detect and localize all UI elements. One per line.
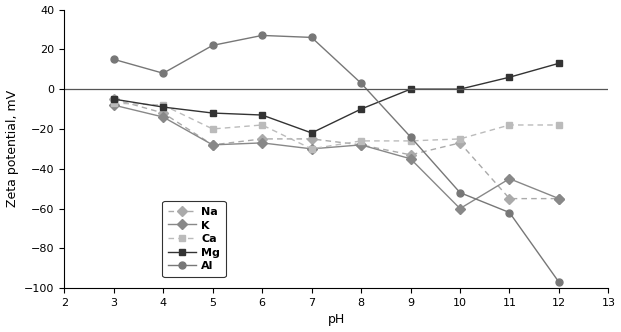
Na [258, 137, 266, 141]
Ca [456, 137, 464, 141]
Na [555, 197, 563, 201]
Mg [357, 107, 365, 111]
K [258, 141, 266, 145]
Ca [505, 123, 513, 127]
K [555, 197, 563, 201]
Al [357, 81, 365, 85]
Mg [160, 105, 167, 109]
Mg [258, 113, 266, 117]
Ca [110, 101, 117, 105]
Line: K: K [110, 102, 563, 212]
K [160, 115, 167, 119]
Ca [308, 147, 315, 151]
Mg [505, 75, 513, 79]
Line: Mg: Mg [110, 60, 563, 136]
Ca [555, 123, 563, 127]
Mg [555, 61, 563, 65]
K [357, 143, 365, 147]
Y-axis label: Zeta potential, mV: Zeta potential, mV [6, 90, 19, 208]
Al [258, 34, 266, 38]
Line: Na: Na [110, 96, 563, 202]
Ca [209, 127, 216, 131]
Mg [110, 97, 117, 101]
Line: Al: Al [110, 32, 563, 286]
Na [505, 197, 513, 201]
K [308, 147, 315, 151]
X-axis label: pH: pH [328, 313, 345, 326]
Mg [456, 87, 464, 91]
Ca [407, 139, 414, 143]
Na [110, 97, 117, 101]
Al [308, 36, 315, 40]
Al [110, 57, 117, 61]
Line: Ca: Ca [110, 100, 563, 152]
K [110, 103, 117, 107]
Al [456, 191, 464, 195]
Na [209, 143, 216, 147]
Al [505, 210, 513, 214]
K [505, 177, 513, 181]
Al [407, 135, 414, 139]
Al [209, 43, 216, 47]
Ca [258, 123, 266, 127]
Na [407, 153, 414, 157]
Al [555, 280, 563, 284]
K [209, 143, 216, 147]
Na [160, 111, 167, 115]
Ca [160, 103, 167, 107]
Na [456, 141, 464, 145]
Na [308, 137, 315, 141]
K [407, 157, 414, 161]
Al [160, 71, 167, 75]
K [456, 207, 464, 210]
Mg [308, 131, 315, 135]
Mg [407, 87, 414, 91]
Legend: Na, K, Ca, Mg, Al: Na, K, Ca, Mg, Al [162, 201, 225, 277]
Mg [209, 111, 216, 115]
Ca [357, 139, 365, 143]
Na [357, 143, 365, 147]
